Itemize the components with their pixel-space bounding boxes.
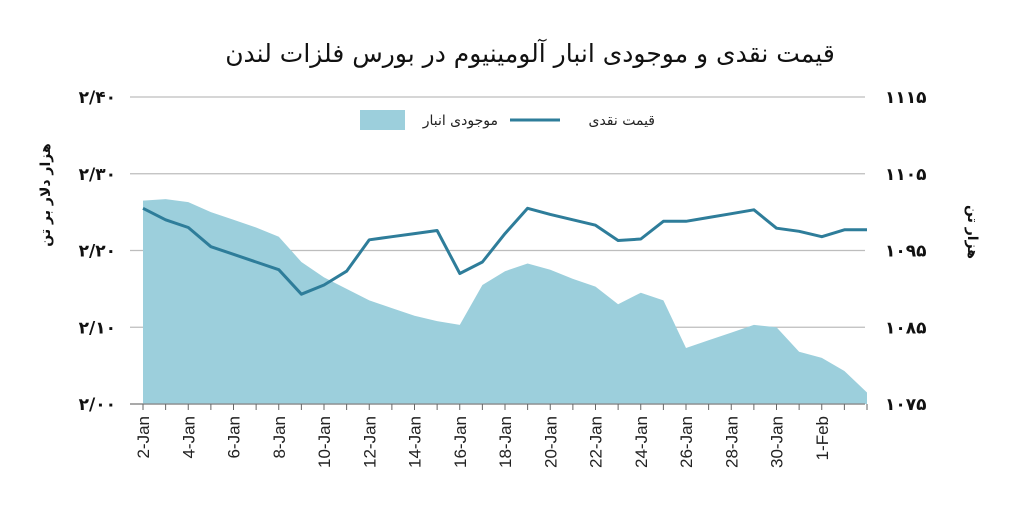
y-left-tick-label: ۲/۴۰ bbox=[79, 88, 116, 108]
x-tick-label: 28-Jan bbox=[722, 416, 741, 468]
y-right-tick-label: ۱۱۱۵ bbox=[885, 88, 927, 108]
y-axis-left: ۲/۰۰ ۲/۱۰ ۲/۲۰ ۲/۳۰ ۲/۴۰ bbox=[79, 88, 116, 415]
x-tick-label: 22-Jan bbox=[587, 416, 606, 468]
x-axis: 2-Jan 4-Jan 6-Jan 8-Jan 10-Jan 12-Jan 14-Jan 16… bbox=[130, 403, 868, 468]
x-tick-label: 8-Jan bbox=[270, 416, 289, 459]
y-left-tick-label: ۲/۰۰ bbox=[79, 395, 116, 415]
x-tick-label: 18-Jan bbox=[496, 416, 515, 468]
legend-label-stock: موجودی انبار bbox=[422, 113, 498, 129]
x-tick-label: 10-Jan bbox=[315, 416, 334, 468]
x-tick-label: 4-Jan bbox=[179, 416, 198, 459]
y-axis-left-label: هزار دلار بر تن bbox=[38, 143, 54, 246]
y-right-tick-label: ۱۰۸۵ bbox=[885, 318, 927, 338]
x-tick-label: 20-Jan bbox=[541, 416, 560, 468]
y-left-tick-label: ۲/۲۰ bbox=[79, 242, 116, 262]
y-axis-right-label: هزار تن bbox=[964, 205, 980, 259]
x-tick-label: 12-Jan bbox=[360, 416, 379, 468]
y-left-tick-label: ۲/۱۰ bbox=[79, 318, 116, 338]
x-tick-label: 30-Jan bbox=[768, 416, 787, 468]
x-tick-label: 2-Jan bbox=[134, 416, 153, 459]
legend-label-price: قیمت نقدی bbox=[589, 113, 656, 129]
legend-swatch-stock bbox=[360, 110, 405, 130]
x-tick-label: 26-Jan bbox=[677, 416, 696, 468]
x-tick-label: 1-Feb bbox=[813, 416, 832, 460]
y-right-tick-label: ۱۱۰۵ bbox=[885, 165, 927, 185]
area-series bbox=[143, 199, 867, 404]
y-right-tick-label: ۱۰۷۵ bbox=[885, 395, 927, 415]
y-axis-right: ۱۰۷۵ ۱۰۸۵ ۱۰۹۵ ۱۱۰۵ ۱۱۱۵ bbox=[885, 88, 927, 415]
line-series bbox=[142, 206, 867, 296]
x-tick-label: 16-Jan bbox=[451, 416, 470, 468]
chart-title: قیمت نقدی و موجودی انبار آلومینیوم در بو… bbox=[225, 38, 835, 69]
legend: موجودی انبار قیمت نقدی bbox=[360, 110, 655, 130]
y-right-tick-label: ۱۰۹۵ bbox=[885, 242, 927, 262]
stock-area bbox=[143, 199, 867, 404]
x-tick-label: 24-Jan bbox=[632, 416, 651, 468]
x-tick-label: 6-Jan bbox=[225, 416, 244, 459]
x-tick-label: 14-Jan bbox=[406, 416, 425, 468]
y-left-tick-label: ۲/۳۰ bbox=[79, 165, 116, 185]
price-line bbox=[142, 206, 867, 296]
